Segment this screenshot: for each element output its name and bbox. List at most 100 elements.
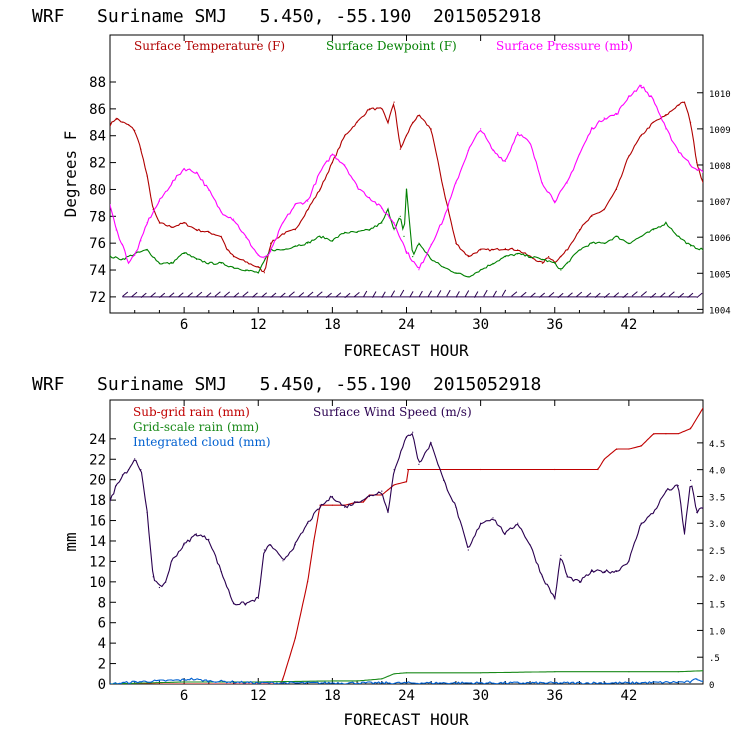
top-series-point <box>405 188 408 190</box>
top-series-point <box>578 153 581 155</box>
top-series-point <box>245 261 247 263</box>
top-series-point <box>183 168 185 170</box>
bottom-y-tick-label: 16 <box>89 514 106 530</box>
bottom-series-point <box>690 479 692 481</box>
top-series-point <box>677 104 679 106</box>
bottom-series-point <box>677 485 679 487</box>
top-series-point <box>115 229 117 231</box>
top-series-point <box>418 242 420 244</box>
bottom-series-point <box>677 433 679 435</box>
top-series-point <box>146 249 148 251</box>
top-series-point <box>356 186 358 188</box>
bottom-series-point <box>455 506 457 508</box>
bottom-series-point <box>183 681 185 683</box>
top-series-point <box>665 128 667 130</box>
bottom-series-point <box>158 680 160 682</box>
top-y-tick-label: 76 <box>89 236 106 252</box>
bottom-series-point <box>405 672 408 674</box>
bottom-y2-tick-label: 1.5 <box>709 601 725 611</box>
top-series-point <box>467 149 469 152</box>
bottom-series-point <box>628 671 630 673</box>
bottom-chart: WRF Suriname SMJ 5.450, -55.190 20150529… <box>32 374 725 729</box>
top-series-point <box>418 269 420 271</box>
bottom-series-point <box>653 511 655 514</box>
top-y-tick-label: 74 <box>89 263 106 279</box>
bottom-series-point <box>492 517 494 519</box>
top-series-point <box>403 235 405 237</box>
bottom-series-point <box>615 570 618 573</box>
top-series-point <box>405 135 408 137</box>
top-y2-tick-label: 1006 <box>709 234 731 244</box>
top-series-point <box>146 222 148 224</box>
bottom-y2-tick-label: 4.5 <box>709 440 725 450</box>
bottom-series-point <box>270 544 272 546</box>
bottom-series-point <box>566 576 568 578</box>
top-series-line <box>110 84 703 269</box>
bottom-y2-tick-label: 0 <box>709 681 714 691</box>
bottom-chart-title: WRF Suriname SMJ 5.450, -55.190 20150529… <box>32 374 541 395</box>
top-series-point <box>381 222 383 224</box>
top-series-point <box>541 262 544 264</box>
bottom-y-tick-label: 10 <box>89 575 106 591</box>
top-series-point <box>282 222 284 224</box>
top-series-point <box>110 204 111 206</box>
bottom-series-point <box>121 474 123 476</box>
top-series-point <box>399 148 401 150</box>
top-series-point <box>615 235 618 237</box>
bottom-series-point <box>554 671 556 673</box>
top-series-point <box>603 209 605 211</box>
bottom-series-point <box>362 501 364 503</box>
top-y2-tick-label: 1009 <box>709 126 731 136</box>
bottom-y-tick-label: 20 <box>89 473 106 489</box>
bottom-series-point <box>597 468 599 471</box>
top-series-point <box>368 108 370 110</box>
bottom-series-point <box>517 522 519 524</box>
top-series-point <box>134 254 136 256</box>
top-x-tick-label: 42 <box>620 317 637 333</box>
bottom-legend-wind-speed: Surface Wind Speed (m/s) <box>313 405 472 419</box>
bottom-y2-tick-label: 1.0 <box>709 627 725 637</box>
top-series-point <box>232 266 235 268</box>
bottom-series-point <box>331 504 333 506</box>
bottom-series-point <box>257 597 259 599</box>
top-series-point <box>307 200 309 202</box>
bottom-x-tick-label: 12 <box>250 688 267 704</box>
top-series-point <box>405 251 408 253</box>
top-chart-title: WRF Suriname SMJ 5.450, -55.190 20150529… <box>32 6 541 27</box>
top-series-point <box>110 256 111 258</box>
top-y-tick-label: 86 <box>89 102 106 118</box>
top-series-point <box>517 253 519 255</box>
bottom-series-point <box>307 581 309 583</box>
top-series-point <box>443 266 445 268</box>
bottom-series-point <box>110 501 111 503</box>
top-series-point <box>615 113 618 115</box>
top-series-point <box>208 262 210 264</box>
top-series-point <box>387 209 389 211</box>
bottom-y-tick-label: 6 <box>98 616 106 632</box>
bottom-x-tick-label: 24 <box>398 688 415 704</box>
top-series-point <box>319 188 321 190</box>
bottom-series-point <box>331 495 333 498</box>
bottom-series-point <box>183 544 185 546</box>
top-chart: WRF Suriname SMJ 5.450, -55.190 20150529… <box>32 6 731 360</box>
top-series-point <box>455 182 457 184</box>
bottom-series-point <box>541 576 544 578</box>
top-series-point <box>665 115 667 117</box>
bottom-series-point <box>560 554 562 557</box>
top-series-point <box>480 249 482 251</box>
bottom-series-point <box>504 533 506 535</box>
top-series-point <box>504 247 506 250</box>
top-series-point <box>690 164 692 166</box>
bottom-series-point <box>405 436 408 439</box>
top-series-point <box>665 222 667 224</box>
bottom-series-point <box>412 431 414 433</box>
top-series-point <box>381 207 383 209</box>
bottom-y2-tick-label: 3.0 <box>709 520 725 530</box>
top-y2-tick-label: 1008 <box>709 162 731 172</box>
bottom-series-point <box>628 560 630 562</box>
bottom-series-point <box>110 683 111 684</box>
top-series-point <box>529 256 531 258</box>
top-series-point <box>430 258 432 260</box>
top-series-point <box>480 128 482 130</box>
top-series-point <box>152 209 154 211</box>
